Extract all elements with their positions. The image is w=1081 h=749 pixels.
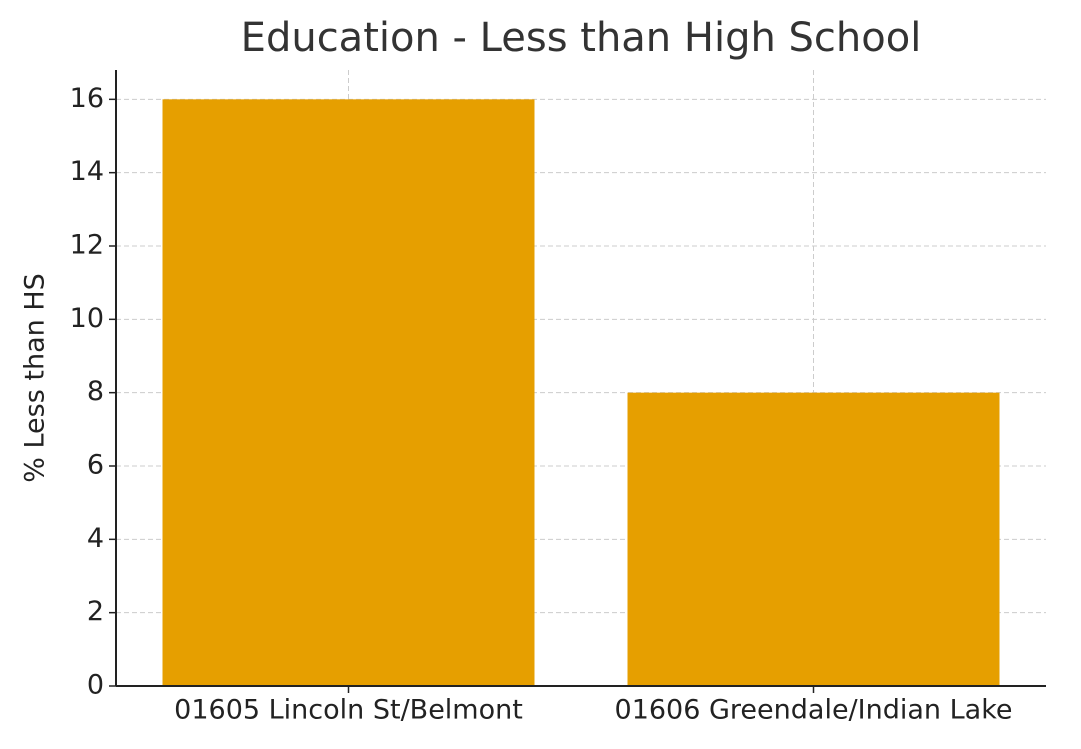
bar xyxy=(162,99,535,687)
chart-title: Education - Less than High School xyxy=(241,15,922,61)
y-axis-label: % Less than HS xyxy=(20,273,51,483)
y-tick-label: 0 xyxy=(87,670,104,701)
bar xyxy=(627,392,1000,686)
y-tick-label: 4 xyxy=(87,523,104,554)
y-tick-label: 16 xyxy=(70,83,104,114)
y-tick-label: 12 xyxy=(70,230,104,261)
x-tick-label: 01606 Greendale/Indian Lake xyxy=(615,695,1013,726)
y-tick-label: 14 xyxy=(70,156,104,187)
y-tick-label: 8 xyxy=(87,376,104,407)
y-tick-label: 2 xyxy=(87,596,104,627)
y-tick-label: 6 xyxy=(87,450,104,481)
y-tick-label: 10 xyxy=(70,303,104,334)
x-tick-label: 01605 Lincoln St/Belmont xyxy=(174,695,523,726)
